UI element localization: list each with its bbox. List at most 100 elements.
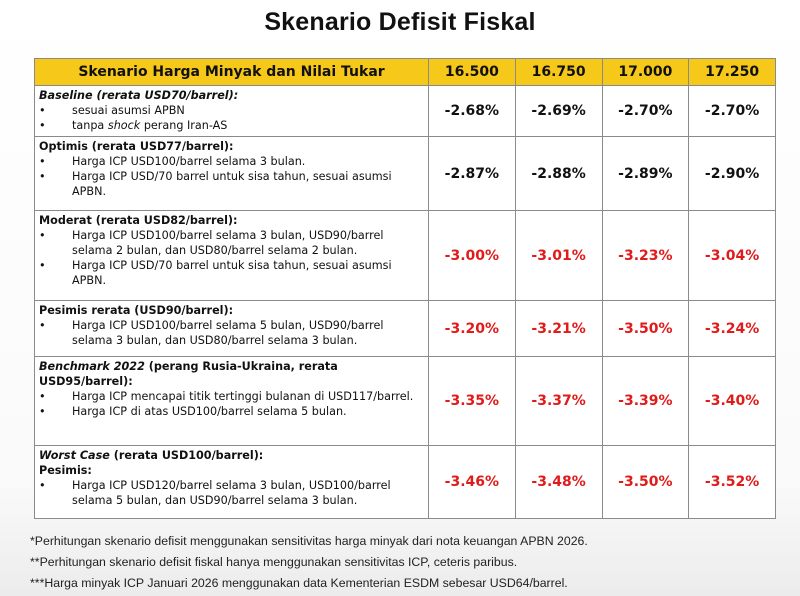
text-segment: (rerata USD100/barrel):: [109, 449, 264, 462]
table-row-benchmark-2022: Benchmark 2022 (perang Rusia-Ukraina, re…: [34, 356, 776, 446]
bullet-item: • Harga ICP USD100/barrel selama 3 bulan,…: [39, 228, 424, 258]
text-segment: shock: [107, 119, 141, 132]
footnote-1: *Perhitungan skenario defisit menggunaka…: [30, 534, 588, 548]
bullet-text: Harga ICP USD/70 barrel untuk sisa tahun…: [72, 258, 424, 288]
scenario-subtitle: Pesimis:: [39, 464, 92, 477]
bullet-item: • sesuai asumsi APBN: [39, 103, 424, 118]
slide-title: Skenario Defisit Fiskal: [264, 8, 536, 36]
text-segment: (perang Rusia-Ukraina, rerata USD95/barr…: [39, 360, 338, 388]
text-segment: Harga ICP USD100/barrel selama 3 bulan.: [72, 155, 306, 168]
table-row-optimis: Optimis (rerata USD77/barrel): • Harga ICP…: [34, 136, 776, 211]
text-segment: Worst Case: [39, 449, 110, 462]
scenario-title: Benchmark 2022 (perang Rusia-Ukraina, re…: [39, 359, 424, 389]
bullet-icon: •: [39, 104, 46, 117]
deficit-value: -3.35%: [428, 356, 516, 446]
deficit-value: -2.89%: [601, 136, 690, 211]
bullet-icon: •: [39, 155, 46, 168]
bullet-item: • Harga ICP USD/70 barrel untuk sisa tahu…: [39, 258, 424, 288]
bullet-item: • Harga ICP USD120/barrel selama 3 bulan,…: [39, 478, 424, 508]
text-segment: Moderat (rerata USD82/barrel):: [39, 214, 238, 227]
bullet-icon: •: [39, 259, 46, 272]
bullet-icon: •: [39, 479, 46, 492]
footnote-2: **Perhitungan skenario defisit fiskal ha…: [30, 555, 518, 569]
footnote-3: ***Harga minyak ICP Januari 2026 menggun…: [30, 576, 568, 590]
deficit-value: -3.52%: [688, 445, 776, 519]
deficit-value: -3.50%: [601, 300, 690, 357]
deficit-value: -2.69%: [514, 85, 603, 137]
header-rate-16750: 16.750: [514, 58, 603, 86]
table-row-moderat: Moderat (rerata USD82/barrel): • Harga ICP…: [34, 210, 776, 301]
scenario-description: Pesimis rerata (USD90/barrel): • Harga ICP…: [34, 300, 429, 357]
text-segment: Harga ICP USD/70 barrel untuk sisa tahun…: [72, 259, 392, 287]
bullet-item: • Harga ICP USD100/barrel selama 5 bulan,…: [39, 318, 424, 348]
scenario-description: Moderat (rerata USD82/barrel): • Harga ICP…: [34, 210, 429, 301]
scenario-description: Worst Case (rerata USD100/barrel): Pesimi…: [34, 445, 429, 519]
deficit-value: -2.68%: [428, 85, 516, 137]
table-row-baseline: Baseline (rerata USD70/barrel): • sesuai a…: [34, 85, 776, 137]
bullet-icon: •: [39, 119, 46, 132]
table-row-pesimis: Pesimis rerata (USD90/barrel): • Harga ICP…: [34, 300, 776, 357]
header-scenario: Skenario Harga Minyak dan Nilai Tukar: [34, 58, 429, 86]
bullet-text: sesuai asumsi APBN: [72, 103, 185, 118]
deficit-value: -3.00%: [428, 210, 516, 301]
header-rate-16500: 16.500: [428, 58, 516, 86]
deficit-value: -2.90%: [688, 136, 776, 211]
deficit-value: -3.39%: [601, 356, 690, 446]
bullet-icon: •: [39, 405, 46, 418]
text-segment: Harga ICP USD100/barrel selama 5 bulan, …: [72, 319, 384, 347]
bullet-item: • Harga ICP USD100/barrel selama 3 bulan.: [39, 154, 424, 169]
deficit-value: -3.48%: [514, 445, 603, 519]
table-row-worst-case: Worst Case (rerata USD100/barrel): Pesimi…: [34, 445, 776, 519]
table-body: Baseline (rerata USD70/barrel): • sesuai a…: [34, 85, 776, 519]
bullet-text: Harga ICP USD100/barrel selama 5 bulan, …: [72, 318, 424, 348]
text-segment: sesuai asumsi APBN: [72, 104, 185, 117]
deficit-value: -3.01%: [514, 210, 603, 301]
scenario-title: Baseline (rerata USD70/barrel):: [39, 88, 424, 103]
deficit-value: -3.37%: [514, 356, 603, 446]
deficit-value: -3.24%: [688, 300, 776, 357]
header-rate-17000: 17.000: [601, 58, 690, 86]
deficit-value: -3.50%: [601, 445, 690, 519]
bullet-text: tanpa shock perang Iran-AS: [72, 118, 227, 133]
bullet-icon: •: [39, 170, 46, 183]
bullet-item: • Harga ICP USD/70 barrel untuk sisa tahu…: [39, 169, 424, 199]
deficit-value: -2.70%: [601, 85, 690, 137]
bullet-icon: •: [39, 229, 46, 242]
text-segment: Optimis (rerata USD77/barrel):: [39, 140, 234, 153]
bullet-item: • Harga ICP mencapai titik tertinggi bula…: [39, 389, 424, 404]
text-segment: Harga ICP mencapai titik tertinggi bulan…: [72, 390, 414, 403]
bullet-item: • Harga ICP di atas USD100/barrel selama …: [39, 404, 424, 419]
scenario-title: Worst Case (rerata USD100/barrel):: [39, 448, 424, 463]
text-segment: Harga ICP USD120/barrel selama 3 bulan, …: [72, 479, 391, 507]
deficit-value: -2.70%: [688, 85, 776, 137]
scenario-title: Moderat (rerata USD82/barrel):: [39, 213, 424, 228]
scenario-title: Pesimis rerata (USD90/barrel):: [39, 303, 424, 318]
bullet-text: Harga ICP USD100/barrel selama 3 bulan, …: [72, 228, 424, 258]
scenario-description: Baseline (rerata USD70/barrel): • sesuai a…: [34, 85, 429, 137]
table-header-row: Skenario Harga Minyak dan Nilai Tukar 16…: [34, 58, 776, 86]
text-segment: Harga ICP di atas USD100/barrel selama 5…: [72, 405, 347, 418]
text-segment: tanpa: [72, 119, 108, 132]
text-segment: perang Iran-AS: [140, 119, 228, 132]
deficit-value: -3.40%: [688, 356, 776, 446]
bullet-icon: •: [39, 390, 46, 403]
deficit-value: -3.46%: [428, 445, 516, 519]
bullet-text: Harga ICP USD/70 barrel untuk sisa tahun…: [72, 169, 424, 199]
deficit-value: -3.04%: [688, 210, 776, 301]
deficit-value: -2.88%: [514, 136, 603, 211]
bullet-icon: •: [39, 319, 46, 332]
text-segment: Baseline (rerata USD70/barrel):: [39, 89, 239, 102]
bullet-text: Harga ICP mencapai titik tertinggi bulan…: [72, 389, 413, 404]
deficit-value: -2.87%: [428, 136, 516, 211]
text-segment: Pesimis rerata (USD90/barrel):: [39, 304, 234, 317]
scenario-description: Benchmark 2022 (perang Rusia-Ukraina, re…: [34, 356, 429, 446]
text-segment: Harga ICP USD/70 barrel untuk sisa tahun…: [72, 170, 392, 198]
bullet-text: Harga ICP di atas USD100/barrel selama 5…: [72, 404, 347, 419]
text-segment: Benchmark 2022: [39, 360, 145, 373]
deficit-value: -3.21%: [514, 300, 603, 357]
deficit-value: -3.23%: [601, 210, 690, 301]
deficit-value: -3.20%: [428, 300, 516, 357]
scenario-table: Skenario Harga Minyak dan Nilai Tukar 16…: [34, 58, 776, 519]
header-rate-17250: 17.250: [688, 58, 776, 86]
bullet-text: Harga ICP USD100/barrel selama 3 bulan.: [72, 154, 305, 169]
